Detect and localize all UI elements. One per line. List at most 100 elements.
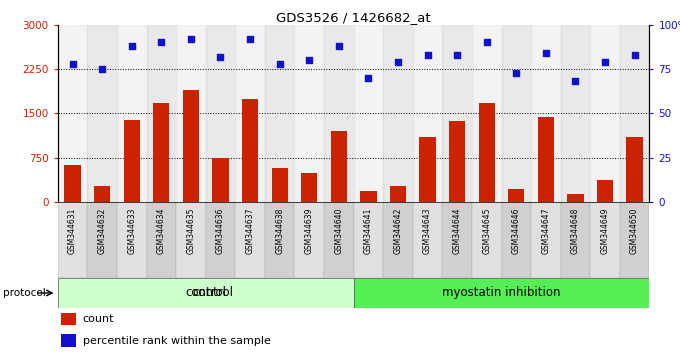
Bar: [87, 25, 117, 202]
Bar: [390, 186, 406, 202]
Text: control: control: [185, 286, 226, 299]
Bar: [147, 202, 176, 278]
Bar: [384, 25, 413, 202]
Bar: [58, 25, 87, 202]
Bar: [472, 25, 502, 202]
Bar: [301, 173, 318, 202]
Bar: [620, 25, 649, 202]
Bar: [561, 25, 590, 202]
Bar: [597, 180, 613, 202]
Point: [215, 54, 226, 59]
Text: GSM344639: GSM344639: [305, 208, 313, 255]
Bar: [354, 278, 649, 308]
Bar: [235, 202, 265, 278]
Bar: [590, 25, 620, 202]
Bar: [590, 202, 620, 278]
Bar: [61, 313, 75, 325]
Bar: [567, 194, 583, 202]
Text: GSM344631: GSM344631: [68, 208, 77, 254]
Text: myostatin inhibition: myostatin inhibition: [442, 286, 561, 299]
Bar: [324, 202, 354, 278]
Bar: [65, 165, 81, 202]
Bar: [413, 202, 442, 278]
Bar: [420, 137, 436, 202]
Bar: [443, 25, 472, 202]
Text: control: control: [192, 286, 234, 299]
Bar: [330, 131, 347, 202]
Bar: [354, 202, 384, 278]
Text: GSM344643: GSM344643: [423, 208, 432, 255]
Bar: [61, 334, 75, 347]
Bar: [58, 202, 87, 278]
Bar: [561, 202, 590, 278]
Point: [186, 36, 197, 42]
Text: GSM344637: GSM344637: [245, 208, 254, 255]
Text: GSM344635: GSM344635: [186, 208, 195, 255]
Point: [422, 52, 433, 58]
Bar: [176, 202, 206, 278]
Bar: [324, 25, 354, 202]
Bar: [413, 25, 442, 202]
Text: GSM344641: GSM344641: [364, 208, 373, 254]
Title: GDS3526 / 1426682_at: GDS3526 / 1426682_at: [276, 11, 431, 24]
Text: GSM344632: GSM344632: [98, 208, 107, 254]
Bar: [212, 158, 228, 202]
Bar: [449, 121, 465, 202]
Bar: [472, 202, 502, 278]
Text: protocol: protocol: [3, 288, 46, 298]
Bar: [94, 186, 110, 202]
Point: [304, 57, 315, 63]
Text: GSM344638: GSM344638: [275, 208, 284, 254]
Bar: [58, 278, 354, 308]
Text: count: count: [83, 314, 114, 324]
Bar: [87, 202, 117, 278]
Point: [97, 66, 107, 72]
Bar: [294, 202, 324, 278]
Bar: [360, 192, 377, 202]
Point: [392, 59, 403, 65]
Bar: [354, 25, 384, 202]
Bar: [206, 202, 235, 278]
Text: GSM344633: GSM344633: [127, 208, 136, 255]
Bar: [443, 202, 472, 278]
Point: [541, 50, 551, 56]
Text: GSM344640: GSM344640: [335, 208, 343, 255]
Text: percentile rank within the sample: percentile rank within the sample: [83, 336, 271, 346]
Point: [156, 40, 167, 45]
Text: GSM344642: GSM344642: [394, 208, 403, 254]
Bar: [538, 118, 554, 202]
Point: [481, 40, 492, 45]
Bar: [117, 202, 147, 278]
Point: [629, 52, 640, 58]
Bar: [531, 25, 561, 202]
Point: [511, 70, 522, 75]
Bar: [235, 25, 265, 202]
Bar: [294, 25, 324, 202]
Bar: [626, 137, 643, 202]
Bar: [183, 90, 199, 202]
Point: [570, 79, 581, 84]
Bar: [508, 189, 524, 202]
Point: [67, 61, 78, 67]
Point: [333, 43, 344, 49]
Point: [245, 36, 256, 42]
Text: GSM344650: GSM344650: [630, 208, 639, 255]
Bar: [242, 98, 258, 202]
Text: GSM344646: GSM344646: [512, 208, 521, 255]
Bar: [147, 25, 176, 202]
Bar: [620, 202, 649, 278]
Bar: [384, 202, 413, 278]
Bar: [265, 202, 294, 278]
Point: [363, 75, 374, 81]
Bar: [502, 25, 531, 202]
Bar: [117, 25, 147, 202]
Point: [274, 61, 285, 67]
Point: [126, 43, 137, 49]
Text: GSM344648: GSM344648: [571, 208, 580, 254]
Bar: [265, 25, 294, 202]
Bar: [124, 120, 140, 202]
Point: [452, 52, 462, 58]
Point: [600, 59, 611, 65]
Text: GSM344636: GSM344636: [216, 208, 225, 255]
Bar: [502, 202, 531, 278]
